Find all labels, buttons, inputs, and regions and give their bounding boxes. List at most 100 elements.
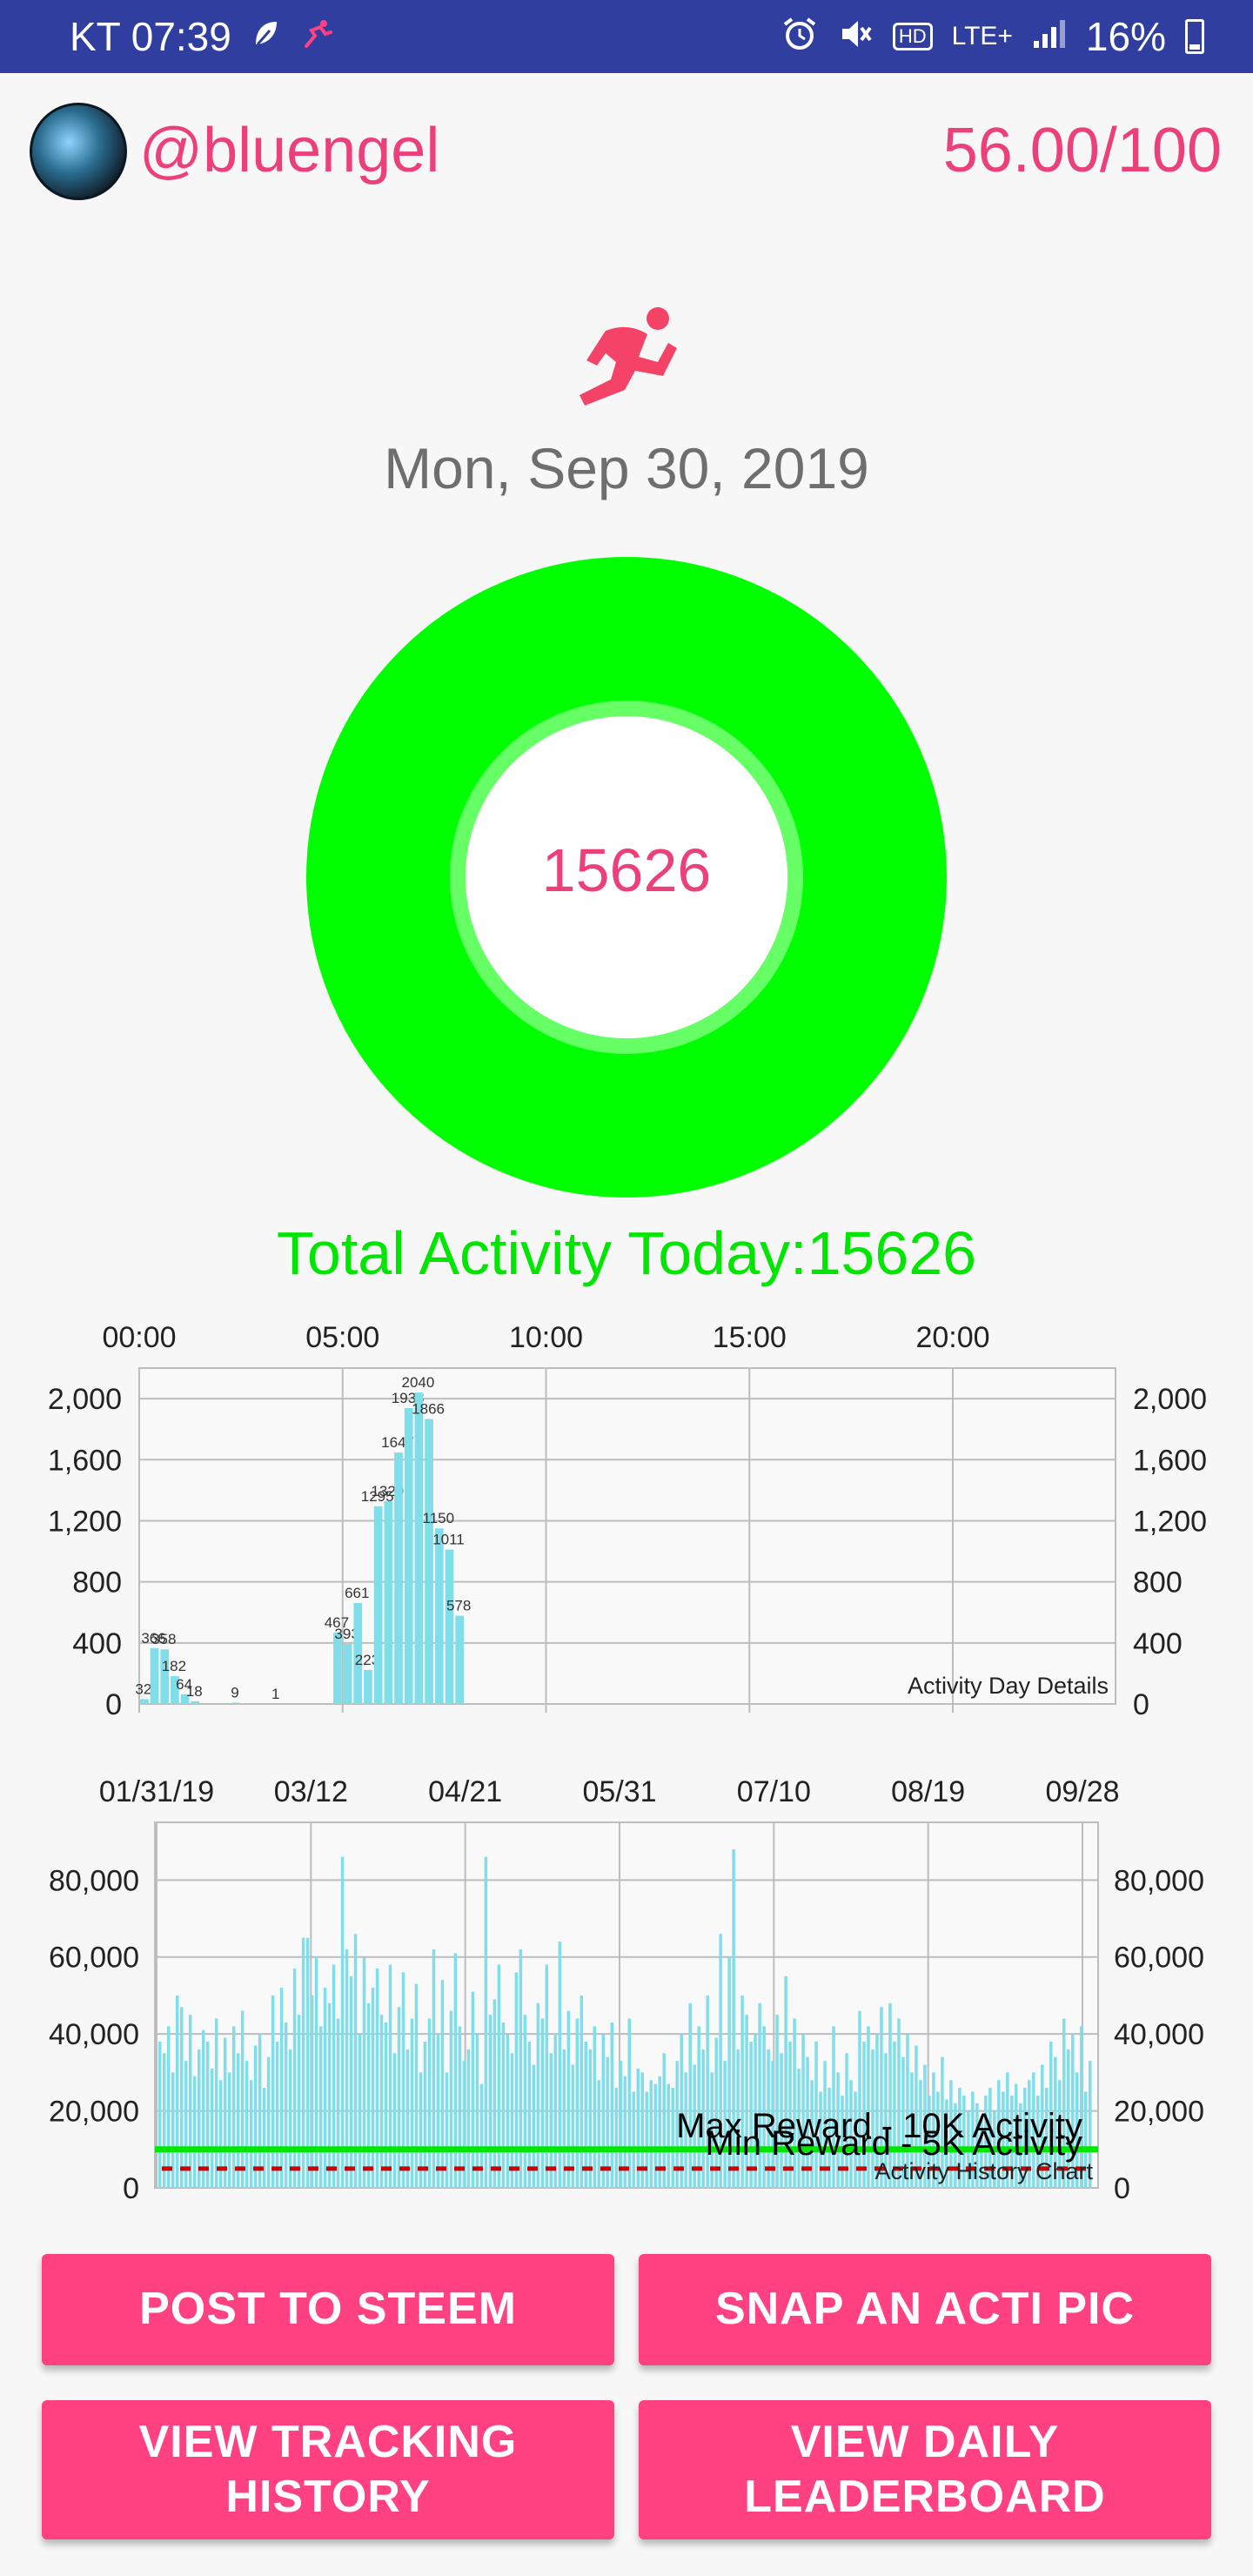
button-label-line2: LEADERBOARD <box>744 2472 1106 2522</box>
history-bar <box>245 2061 249 2188</box>
history-bar <box>475 2034 479 2188</box>
history-bar <box>901 2056 905 2188</box>
day-bar <box>140 1699 149 1704</box>
snap-acti-pic-button[interactable]: SNAP AN ACTI PIC <box>639 2254 1211 2365</box>
history-y-tick-label-right: 80,000 <box>1114 1864 1204 1897</box>
avatar[interactable] <box>30 103 127 200</box>
history-bar <box>693 2064 696 2188</box>
history-bar <box>479 2083 484 2188</box>
day-bar-label: 467 <box>325 1614 349 1631</box>
history-bar <box>732 1848 735 2188</box>
battery-icon <box>1185 19 1204 54</box>
post-to-steem-button[interactable]: POST TO STEEM <box>42 2254 614 2365</box>
history-bar <box>593 2026 597 2188</box>
history-bar <box>458 2026 462 2188</box>
runner-icon <box>567 305 686 407</box>
history-bar <box>562 2049 566 2188</box>
history-bar <box>558 1942 562 2188</box>
day-chart-svg: 0 0 400 400 800 800 1,200 1,200 1,600 1,600 2,000 2… <box>48 1321 1207 1721</box>
history-bar <box>606 2056 610 2188</box>
history-bar <box>658 2076 661 2188</box>
history-bar <box>371 1988 375 2188</box>
history-bar <box>619 2061 623 2188</box>
history-bar <box>201 2029 205 2188</box>
history-bar <box>523 2015 527 2188</box>
history-bar <box>397 2007 401 2188</box>
activity-donut: 15626 <box>306 557 947 1197</box>
history-bar <box>923 2064 927 2188</box>
history-bar <box>258 2034 262 2188</box>
activity-date: Mon, Sep 30, 2019 <box>384 436 869 500</box>
history-bar <box>958 2088 962 2188</box>
history-bar <box>388 1964 392 2188</box>
history-bar <box>867 2026 870 2188</box>
history-bar <box>1019 2103 1022 2188</box>
history-bar <box>954 2103 957 2188</box>
history-bar <box>462 2061 466 2188</box>
day-x-tick-label: 20:00 <box>915 1321 989 1354</box>
history-bar <box>806 2056 809 2188</box>
history-bar <box>580 1995 584 2188</box>
history-bar <box>801 2034 805 2188</box>
day-bar-label: 1295 <box>361 1488 394 1505</box>
view-daily-leaderboard-button[interactable]: VIEW DAILY LEADERBOARD <box>639 2400 1211 2539</box>
history-bar <box>623 2076 626 2188</box>
history-bar <box>836 2072 840 2188</box>
history-bar <box>336 2018 340 2188</box>
history-bar <box>419 2072 423 2188</box>
day-bar <box>231 1702 240 1704</box>
history-bar <box>845 2053 848 2188</box>
history-bar <box>288 2049 292 2188</box>
history-bar <box>932 2072 935 2188</box>
history-bar <box>392 2053 397 2188</box>
history-bar <box>1058 2080 1062 2188</box>
history-bar <box>749 2042 753 2188</box>
history-bar <box>997 2080 1001 2188</box>
history-bar <box>432 1949 436 2188</box>
history-bar <box>828 2088 831 2188</box>
history-bar <box>262 2088 266 2188</box>
history-bar <box>736 2049 740 2188</box>
day-bar <box>160 1649 170 1704</box>
mute-icon <box>837 16 874 58</box>
donut-inner-ring <box>450 701 803 1054</box>
history-bar <box>701 2049 705 2188</box>
history-bar <box>197 2049 201 2188</box>
history-bar <box>758 2002 761 2188</box>
history-bar <box>514 1972 519 2188</box>
history-bar <box>506 2034 510 2188</box>
history-bar <box>510 2053 514 2188</box>
history-bar <box>332 1964 336 2188</box>
history-bar <box>575 2018 580 2188</box>
history-bar <box>727 1956 731 2188</box>
history-bar <box>340 1856 345 2188</box>
history-bar <box>584 2042 588 2188</box>
history-bar <box>358 2034 362 2188</box>
history-bar <box>218 2080 223 2188</box>
history-bar <box>205 2042 210 2188</box>
button-label-line2: HISTORY <box>225 2472 431 2522</box>
history-x-tick-label: 07/10 <box>737 1775 811 1808</box>
day-y-tick-label-right: 1,200 <box>1133 1505 1207 1538</box>
history-bar <box>379 2015 384 2188</box>
history-bar <box>401 1972 405 2188</box>
history-bar <box>675 2061 679 2188</box>
history-bar <box>253 2045 258 2188</box>
history-y-tick-label-right: 20,000 <box>1114 2096 1204 2129</box>
day-bar-label: 223 <box>355 1652 379 1668</box>
day-bar <box>455 1615 464 1704</box>
day-bar-label: 18 <box>186 1683 203 1700</box>
history-bar <box>279 1988 284 2188</box>
history-x-tick-label: 09/28 <box>1045 1775 1119 1808</box>
alarm-icon <box>781 16 818 58</box>
history-y-tick-label-right: 60,000 <box>1114 1942 1204 1975</box>
history-bar <box>597 2080 601 2188</box>
view-tracking-history-button[interactable]: VIEW TRACKING HISTORY <box>42 2400 614 2539</box>
history-bar <box>353 1934 358 2188</box>
max-reward-label: Max Reward - 10K Activity <box>676 2107 1082 2145</box>
day-bar-label: 578 <box>446 1598 471 1614</box>
day-y-tick-label-right: 800 <box>1133 1566 1183 1600</box>
username[interactable]: @bluengel <box>139 116 440 185</box>
day-bar-label: 393 <box>334 1626 358 1642</box>
history-bar <box>780 2053 783 2188</box>
